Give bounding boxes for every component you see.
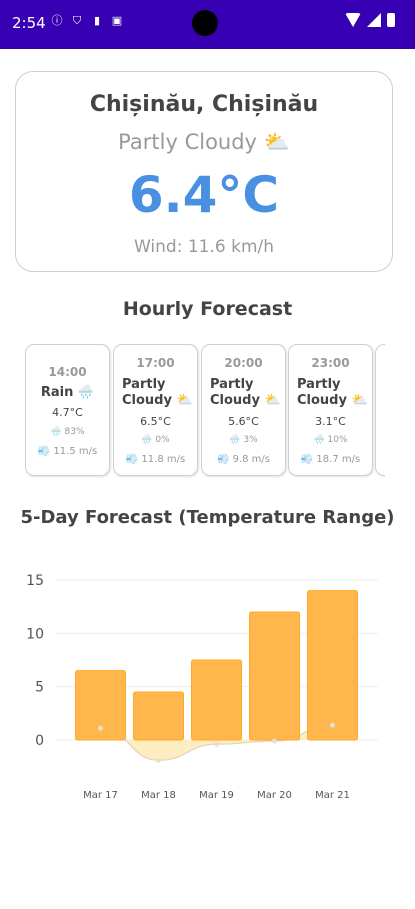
hourly-wind: 💨 18.7 m/s	[300, 454, 361, 465]
wifi-icon	[345, 13, 361, 27]
status-notification-icons: ⓘ ⛉ ▮ ▣	[50, 14, 124, 28]
hourly-card[interactable]: 17:00 Partly Cloudy ⛅ 6.5°C 🌧️ 0% 💨 11.8…	[113, 344, 198, 476]
shield-icon: ⛉	[72, 14, 82, 27]
hourly-condition: Partly Cloudy ⛅	[210, 377, 281, 408]
hourly-wind: 💨 11.8 m/s	[125, 454, 186, 465]
hourly-wind: 💨 11.5 m/s	[37, 446, 98, 457]
info-icon: ⓘ	[51, 14, 63, 27]
forecast-chart: 0 5 10 15 Mar 17 Mar 18 Mar 19 Mar 20 Mar 21	[26, 573, 378, 801]
range-point	[272, 738, 277, 744]
x-tick-label: Mar 18	[141, 790, 176, 801]
y-tick-label: 0	[35, 733, 44, 749]
hourly-precipitation: 🌧️ 10%	[313, 435, 348, 445]
current-temperature: 6.4°C	[128, 166, 280, 224]
battery-icon	[387, 13, 395, 27]
range-point	[214, 741, 219, 747]
hourly-wind: 💨 9.8 m/s	[216, 454, 271, 465]
location-title: Chișinău, Chișinău	[89, 92, 319, 117]
signal-icon	[367, 13, 381, 27]
range-point	[98, 725, 103, 731]
status-time: 2:54	[12, 14, 46, 32]
forecast-title: 5-Day Forecast (Temperature Range)	[20, 507, 395, 528]
hourly-forecast-list[interactable]: 14:00 Rain 🌧️ 4.7°C 🌧️ 83% 💨 11.5 m/s 17…	[25, 344, 385, 478]
range-point	[156, 757, 161, 763]
hourly-precipitation: 🌧️ 0%	[141, 435, 170, 445]
status-system-icons	[345, 13, 395, 27]
hourly-card[interactable]: 20:00 Partly Cloudy ⛅ 5.6°C 🌧️ 3% 💨 9.8 …	[201, 344, 286, 476]
status-bar: 2:54 ⓘ ⛉ ▮ ▣	[0, 0, 415, 49]
current-condition: Partly Cloudy ⛅	[118, 130, 290, 154]
hourly-condition: Rain 🌧️	[40, 385, 95, 400]
hourly-card[interactable]: 14:00 Rain 🌧️ 4.7°C 🌧️ 83% 💨 11.5 m/s	[25, 344, 110, 476]
hourly-time: 17:00	[136, 356, 175, 370]
forecast-bar	[307, 590, 358, 741]
hourly-card[interactable]: 23:00 Partly Cloudy ⛅ 3.1°C 🌧️ 10% 💨 18.…	[288, 344, 373, 476]
hourly-time: 23:00	[311, 356, 350, 370]
y-tick-label: 5	[35, 680, 44, 696]
range-point	[330, 722, 335, 728]
current-weather-card: Chișinău, Chișinău Partly Cloudy ⛅ 6.4°C…	[15, 71, 393, 272]
x-tick-label: Mar 20	[257, 790, 292, 801]
forecast-bar	[133, 691, 184, 741]
hourly-card-partial[interactable]	[375, 344, 385, 476]
y-tick-label: 10	[26, 626, 44, 642]
current-wind: Wind: 11.6 km/h	[133, 237, 275, 257]
hourly-time: 20:00	[224, 356, 263, 370]
hourly-condition: Partly Cloudy ⛅	[297, 377, 368, 408]
camera-cutout	[192, 10, 218, 36]
hourly-forecast-title: Hourly Forecast	[122, 298, 293, 320]
hourly-temperature: 3.1°C	[315, 415, 346, 428]
y-tick-label: 15	[26, 573, 44, 589]
hourly-temperature: 4.7°C	[52, 406, 83, 419]
image-icon: ▣	[111, 14, 123, 27]
hourly-precipitation: 🌧️ 3%	[229, 435, 258, 445]
x-tick-label: Mar 19	[199, 790, 234, 801]
hourly-time: 14:00	[48, 365, 87, 379]
hourly-condition: Partly Cloudy ⛅	[122, 377, 193, 408]
hourly-temperature: 5.6°C	[228, 415, 259, 428]
sd-card-icon: ▮	[93, 14, 101, 27]
hourly-precipitation: 🌧️ 83%	[50, 427, 85, 437]
hourly-temperature: 6.5°C	[140, 415, 171, 428]
x-tick-label: Mar 17	[83, 790, 118, 801]
forecast-bar	[249, 611, 300, 741]
forecast-bar	[191, 659, 242, 741]
x-tick-label: Mar 21	[315, 790, 350, 801]
forecast-bar	[75, 670, 126, 741]
